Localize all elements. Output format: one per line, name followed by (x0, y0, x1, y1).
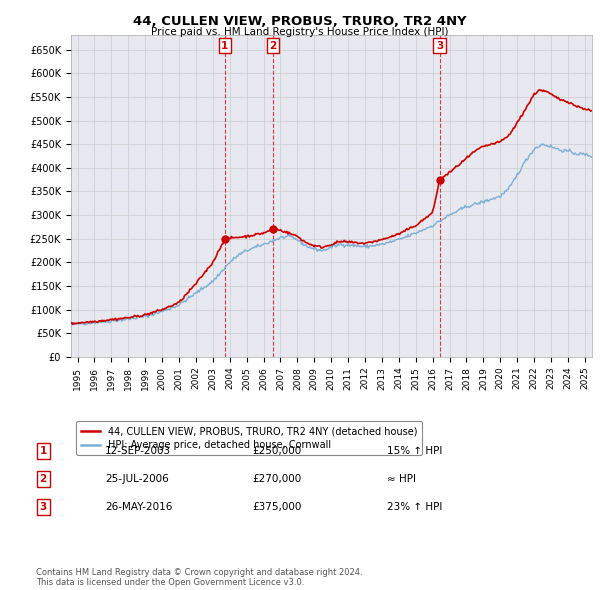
Text: 44, CULLEN VIEW, PROBUS, TRURO, TR2 4NY: 44, CULLEN VIEW, PROBUS, TRURO, TR2 4NY (133, 15, 467, 28)
Text: £375,000: £375,000 (252, 502, 301, 512)
Text: 1: 1 (221, 41, 229, 51)
Text: £250,000: £250,000 (252, 447, 301, 456)
Text: Price paid vs. HM Land Registry's House Price Index (HPI): Price paid vs. HM Land Registry's House … (151, 27, 449, 37)
Text: £270,000: £270,000 (252, 474, 301, 484)
Text: 3: 3 (436, 41, 443, 51)
Text: 1: 1 (40, 447, 47, 456)
Text: 3: 3 (40, 502, 47, 512)
Text: ≈ HPI: ≈ HPI (387, 474, 416, 484)
Text: 2: 2 (269, 41, 277, 51)
Legend: 44, CULLEN VIEW, PROBUS, TRURO, TR2 4NY (detached house), HPI: Average price, de: 44, CULLEN VIEW, PROBUS, TRURO, TR2 4NY … (76, 421, 422, 455)
Text: 26-MAY-2016: 26-MAY-2016 (105, 502, 172, 512)
Text: 2: 2 (40, 474, 47, 484)
Text: Contains HM Land Registry data © Crown copyright and database right 2024.
This d: Contains HM Land Registry data © Crown c… (36, 568, 362, 587)
Text: 23% ↑ HPI: 23% ↑ HPI (387, 502, 442, 512)
Text: 12-SEP-2003: 12-SEP-2003 (105, 447, 171, 456)
Text: 25-JUL-2006: 25-JUL-2006 (105, 474, 169, 484)
Text: 15% ↑ HPI: 15% ↑ HPI (387, 447, 442, 456)
